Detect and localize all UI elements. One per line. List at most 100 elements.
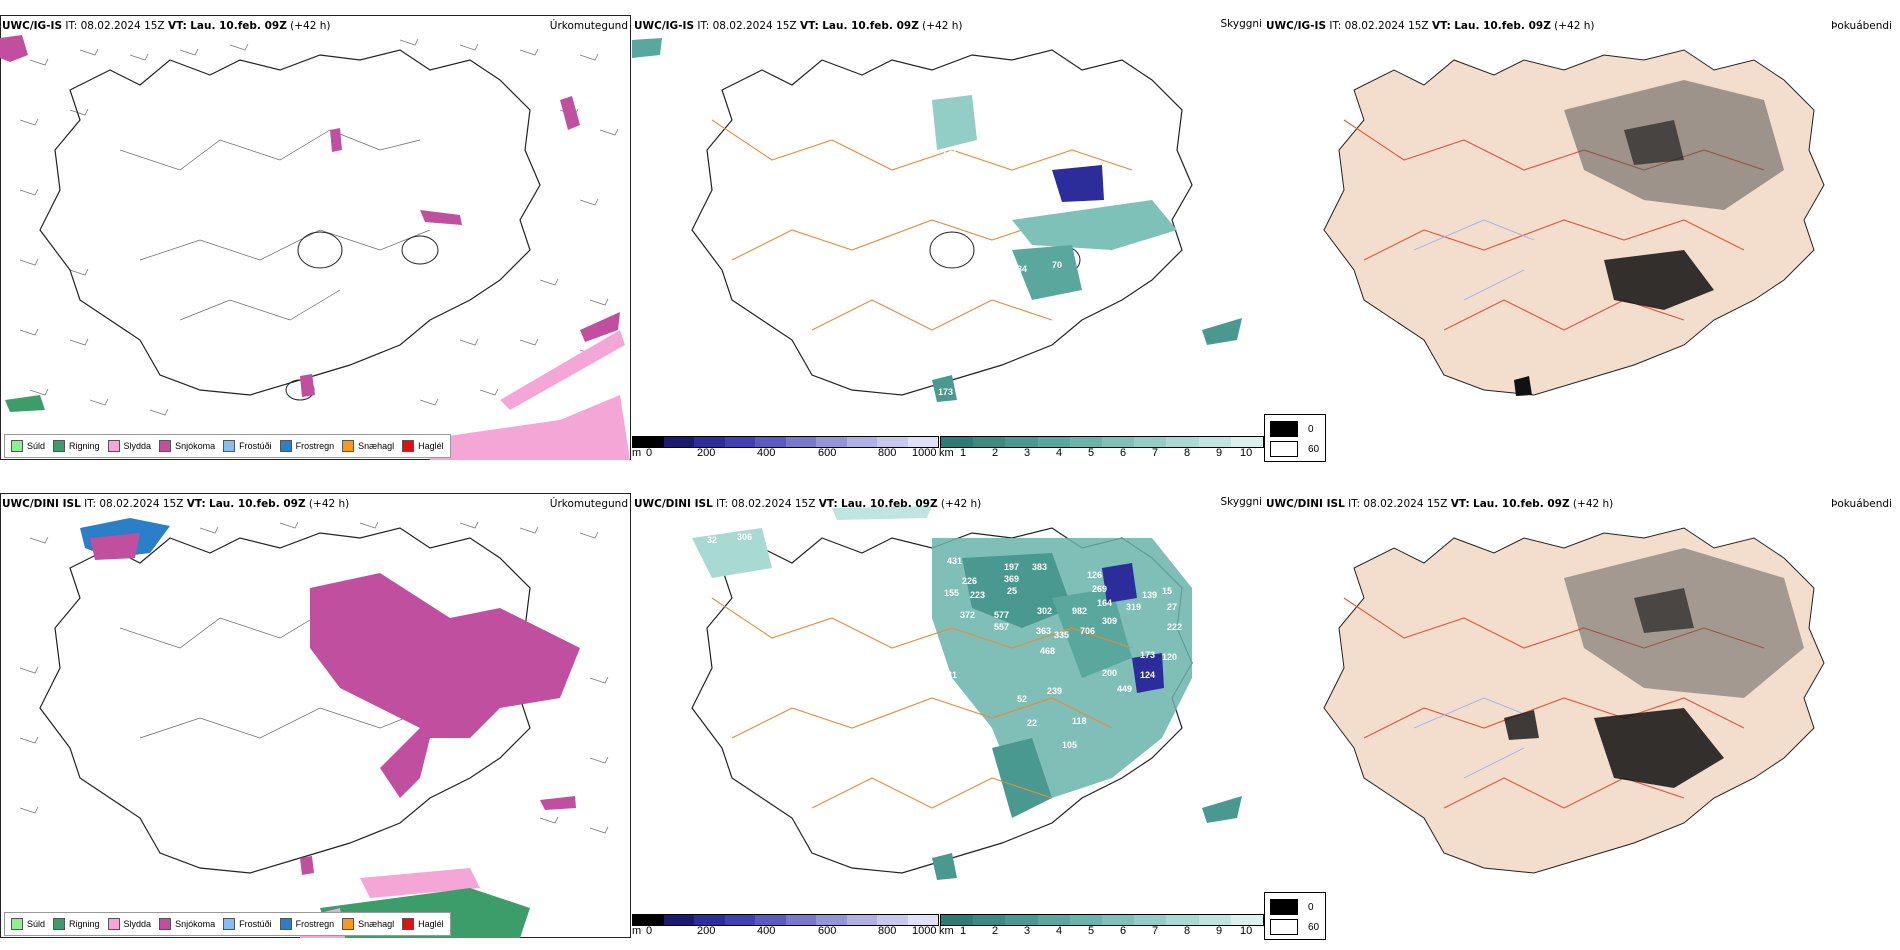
fog-index-areas xyxy=(1514,80,1784,396)
iceland-visibility-map: 32 306 31 431 226 155 223 372 577 557 19… xyxy=(691,506,1242,880)
glacier-outline xyxy=(297,231,343,269)
panel-title-row1-left: UWC/DINI ISL IT: 08.02.2024 15Z VT: Lau.… xyxy=(2,498,350,510)
svg-text:105: 105 xyxy=(1062,740,1077,750)
svg-text:34: 34 xyxy=(1017,264,1027,274)
precip-type-panel-igis: UWC/IG-IS IT: 08.02.2024 15Z VT: Lau. 10… xyxy=(0,0,632,470)
tick-km-9: 9 xyxy=(1216,447,1223,459)
visibility-km-colorbar xyxy=(940,436,1264,448)
iceland-coastline xyxy=(39,49,541,396)
legend-item-snjokoma: Snjókoma xyxy=(159,440,215,452)
fog-key-row-60: 60 xyxy=(1270,441,1319,457)
iceland-visibility-map: 131 240 34 70 97 173 xyxy=(632,38,1242,402)
tick-km-7: 7 xyxy=(1152,925,1159,937)
color-swatch xyxy=(342,440,355,452)
iceland-coastline xyxy=(39,527,541,874)
tick-km-3: 3 xyxy=(1024,447,1031,459)
tick-km-10: 10 xyxy=(1240,447,1253,459)
tick-km-5: 5 xyxy=(1088,447,1095,459)
svg-text:383: 383 xyxy=(1032,562,1047,572)
iceland-precip-map xyxy=(19,518,609,938)
svg-text:240: 240 xyxy=(992,174,1007,184)
color-swatch xyxy=(107,918,120,930)
svg-text:302: 302 xyxy=(1037,606,1052,616)
svg-text:173: 173 xyxy=(938,387,953,397)
legend-item-snjokoma: Snjókoma xyxy=(159,918,215,930)
fog-index-key: 0 60 xyxy=(1264,892,1326,940)
legend-item-rigning: Rigning xyxy=(53,440,100,452)
panel-type-title: Þokuábendi xyxy=(1831,20,1892,32)
svg-text:15: 15 xyxy=(1162,586,1172,596)
visibility-m-colorbar xyxy=(632,914,939,926)
color-swatch xyxy=(1270,421,1298,437)
svg-text:431: 431 xyxy=(947,556,962,566)
tick-km-9: 9 xyxy=(1216,925,1223,937)
tick-m-200: 200 xyxy=(697,925,716,937)
fog-key-row-60: 60 xyxy=(1270,919,1319,935)
legend-item-slydda: Slydda xyxy=(107,918,151,930)
svg-text:31: 31 xyxy=(947,670,957,680)
tick-km-2: 2 xyxy=(992,447,999,459)
svg-text:372: 372 xyxy=(960,610,975,620)
panel-type-title: Skyggni xyxy=(1220,18,1263,30)
tick-m-800: 800 xyxy=(878,925,897,937)
svg-text:319: 319 xyxy=(1126,602,1141,612)
tick-km-1: 1 xyxy=(960,925,967,937)
rivers xyxy=(1413,697,1535,779)
color-swatch xyxy=(107,440,120,452)
precip-type-legend: Súld Rigning Slydda Snjókoma Frostúði Fr… xyxy=(4,434,451,458)
tick-km-10: 10 xyxy=(1240,925,1253,937)
legend-item-sudd: Súld xyxy=(11,918,45,930)
fog-panel-igis: UWC/IG-IS IT: 08.02.2024 15Z VT: Lau. 10… xyxy=(1264,0,1896,470)
tick-km-6: 6 xyxy=(1120,447,1127,459)
iceland-fog-map xyxy=(1323,527,1825,874)
legend-item-snaehagl: Snæhagl xyxy=(342,918,394,930)
svg-text:32: 32 xyxy=(707,535,717,545)
panel-type-title: Þokuábendi xyxy=(1831,498,1892,510)
precip-areas xyxy=(0,35,630,460)
svg-text:173: 173 xyxy=(1140,650,1155,660)
legend-item-snaehagl: Snæhagl xyxy=(342,440,394,452)
color-swatch xyxy=(1270,441,1298,457)
svg-text:197: 197 xyxy=(1004,562,1019,572)
legend-item-haglel: Haglél xyxy=(402,440,444,452)
color-swatch xyxy=(53,918,66,930)
svg-text:70: 70 xyxy=(1052,260,1062,270)
color-swatch xyxy=(279,440,292,452)
unit-km: km xyxy=(939,447,954,459)
tick-m-600: 600 xyxy=(818,447,837,459)
tick-km-4: 4 xyxy=(1056,447,1063,459)
svg-text:200: 200 xyxy=(1102,668,1117,678)
tick-km-8: 8 xyxy=(1184,447,1191,459)
station-values: 32 306 31 431 226 155 223 372 577 557 19… xyxy=(707,530,1182,750)
panel-title-row0-left: UWC/IG-IS IT: 08.02.2024 15Z VT: Lau. 10… xyxy=(2,20,331,32)
svg-text:22: 22 xyxy=(1027,718,1037,728)
station-values: 131 240 34 70 97 173 xyxy=(938,147,1127,397)
tick-km-6: 6 xyxy=(1120,925,1127,937)
color-swatch xyxy=(223,918,236,930)
tick-km-2: 2 xyxy=(992,925,999,937)
svg-text:52: 52 xyxy=(1017,694,1027,704)
tick-km-7: 7 xyxy=(1152,447,1159,459)
legend-item-slydda: Slydda xyxy=(107,440,151,452)
svg-text:131: 131 xyxy=(942,147,957,157)
visibility-panel-igis: 131 240 34 70 97 173 UWC/IG-IS IT: 08.02… xyxy=(632,0,1264,470)
svg-text:982: 982 xyxy=(1072,606,1087,616)
svg-text:27: 27 xyxy=(1167,602,1177,612)
visibility-areas xyxy=(692,506,1242,880)
wind-barbs xyxy=(19,521,609,834)
svg-text:306: 306 xyxy=(737,532,752,542)
tick-m-0: 0 xyxy=(646,925,653,937)
fog-index-areas xyxy=(1504,548,1804,788)
tick-km-3: 3 xyxy=(1024,925,1031,937)
panel-type-title: Skyggni xyxy=(1220,496,1263,508)
legend-item-sudd: Súld xyxy=(11,440,45,452)
panel-title-row0-mid: UWC/IG-IS IT: 08.02.2024 15Z VT: Lau. 10… xyxy=(634,20,963,32)
color-swatch xyxy=(223,440,236,452)
svg-text:363: 363 xyxy=(1036,626,1051,636)
tick-m-600: 600 xyxy=(818,925,837,937)
svg-text:706: 706 xyxy=(1080,626,1095,636)
tick-m-400: 400 xyxy=(757,447,776,459)
panel-type-title: Úrkomutegund xyxy=(549,498,628,510)
fog-key-row-0: 0 xyxy=(1270,421,1314,437)
svg-text:335: 335 xyxy=(1054,630,1069,640)
